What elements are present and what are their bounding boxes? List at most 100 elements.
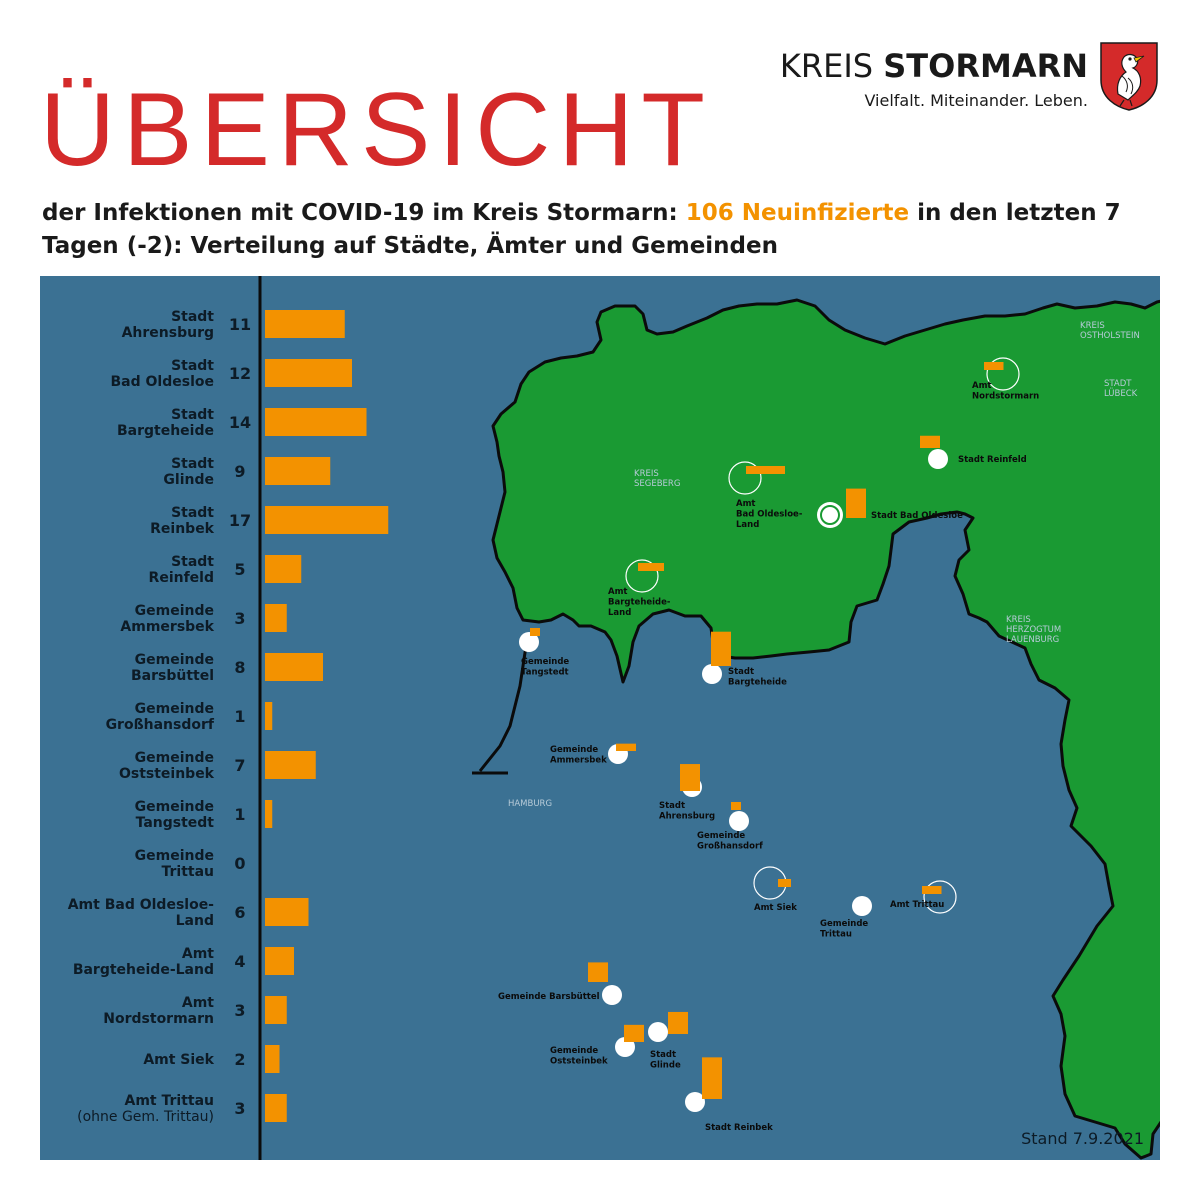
bar [265, 359, 352, 387]
value-label: 17 [229, 511, 251, 530]
area-ring-marker [625, 559, 659, 593]
bar [265, 800, 273, 828]
category-label: Reinbek [150, 521, 215, 537]
bar [265, 408, 367, 436]
category-label: Stadt [171, 505, 214, 521]
map-bar [680, 764, 700, 791]
map-bar [530, 628, 540, 636]
map-bar [668, 1011, 688, 1034]
value-label: 12 [229, 364, 251, 383]
bar [265, 947, 294, 975]
region-label: HERZOGTUM [1006, 625, 1061, 635]
area-ring-marker [728, 461, 762, 495]
category-label: Land [176, 913, 214, 929]
district-map: KREISOSTHOLSTEINSTADTLÜBECKKREISSEGEBERG… [472, 298, 1160, 1160]
category-label: Bargteheide-Land [73, 962, 214, 978]
chart-panel: KREIS OSTHOLSTEIN STADT LÜBECK KREIS SEGEBERG… [40, 276, 1160, 1160]
bar [265, 751, 316, 779]
place-label: Oststeinbek [550, 1057, 608, 1067]
category-label: Reinfeld [149, 570, 214, 586]
place-label: Stadt Reinbek [705, 1123, 773, 1133]
map-labels: KREISOSTHOLSTEINSTADTLÜBECKKREISSEGEBERG… [498, 321, 1140, 1133]
category-label: Oststeinbek [119, 766, 215, 782]
place-label: Ammersbek [550, 756, 607, 766]
map-bar [616, 743, 636, 751]
value-label: 4 [234, 952, 245, 971]
category-label: Gemeinde [135, 848, 214, 864]
category-label: Amt Trittau [124, 1093, 214, 1109]
town-marker-ring [820, 505, 840, 525]
place-label: Land [608, 608, 631, 618]
bar [265, 555, 302, 583]
region-label: KREIS [634, 469, 659, 479]
logo-name-light: KREIS [779, 47, 884, 85]
category-label: Gemeinde [135, 750, 214, 766]
subtitle-text-start: der Infektionen mit COVID-19 im Kreis St… [42, 200, 686, 226]
category-label: Gemeinde [135, 799, 214, 815]
place-label: Stadt [728, 667, 754, 677]
town-marker [928, 449, 948, 469]
value-label: 0 [234, 854, 245, 873]
value-label: 9 [234, 462, 245, 481]
place-label: Amt Trittau [890, 900, 944, 910]
category-label: Ahrensburg [122, 325, 214, 341]
place-label: Gemeinde [820, 919, 868, 929]
value-label: 11 [229, 315, 251, 334]
border-line-hamburg-north [478, 645, 528, 772]
stormarn-outline [491, 298, 1160, 1160]
value-label: 1 [234, 805, 245, 824]
place-label: Land [736, 520, 759, 530]
category-label: Stadt [171, 358, 214, 374]
region-label: STADT [1104, 379, 1132, 389]
place-label: Glinde [650, 1061, 681, 1071]
region-label: SEGEBERG [634, 479, 680, 489]
category-label: Amt [182, 995, 214, 1011]
logo-slogan: Vielfalt. Miteinander. Leben. [864, 91, 1088, 110]
place-label: Großhansdorf [697, 842, 763, 852]
stand-date: Stand 7.9.2021 [1021, 1129, 1144, 1148]
region-label: OSTHOLSTEIN [1080, 331, 1140, 341]
place-label: Bargteheide- [608, 598, 671, 608]
region-label: HAMBURG [508, 799, 552, 809]
category-label: Amt Bad Oldesloe- [68, 897, 214, 913]
value-label: 3 [234, 609, 245, 628]
place-label: Tangstedt [521, 668, 569, 678]
area-ring-marker [986, 357, 1020, 391]
bar [265, 506, 389, 534]
place-label: Stadt Reinfeld [958, 455, 1027, 465]
category-label: Großhansdorf [106, 717, 215, 733]
value-label: 14 [229, 413, 251, 432]
logo-wordmark: KREIS STORMARN [780, 50, 1088, 82]
value-label: 7 [234, 756, 245, 775]
place-label: Amt Siek [754, 903, 797, 913]
value-label: 5 [234, 560, 245, 579]
value-label: 2 [234, 1050, 245, 1069]
value-label: 3 [234, 1001, 245, 1020]
town-marker [852, 896, 872, 916]
town-marker [648, 1022, 668, 1042]
value-label: 3 [234, 1099, 245, 1118]
category-label: Stadt [171, 309, 214, 325]
category-label: (ohne Gem. Trittau) [77, 1109, 214, 1125]
category-label: Tangstedt [136, 815, 215, 831]
map-bar [638, 563, 664, 571]
area-ring-marker [923, 880, 957, 914]
map-bar [711, 631, 731, 666]
region-label: KREIS [1006, 615, 1031, 625]
subtitle-text-end: in den letzten 7 Tagen (-2): Verteilung … [42, 200, 1121, 259]
bar [265, 702, 273, 730]
place-label: Bad Oldesloe- [736, 510, 803, 520]
town-marker [602, 985, 622, 1005]
map-bar [702, 1057, 722, 1099]
bar [265, 1045, 280, 1073]
map-bar [920, 435, 940, 448]
map-bar [731, 802, 741, 810]
place-label: Trittau [820, 930, 852, 940]
place-label: Gemeinde [697, 831, 745, 841]
place-label: Bargteheide [728, 678, 787, 688]
map-bar [624, 1024, 644, 1042]
map-bar [746, 466, 785, 474]
category-label: Amt Siek [143, 1052, 214, 1068]
region-label: KREIS [1080, 321, 1105, 331]
